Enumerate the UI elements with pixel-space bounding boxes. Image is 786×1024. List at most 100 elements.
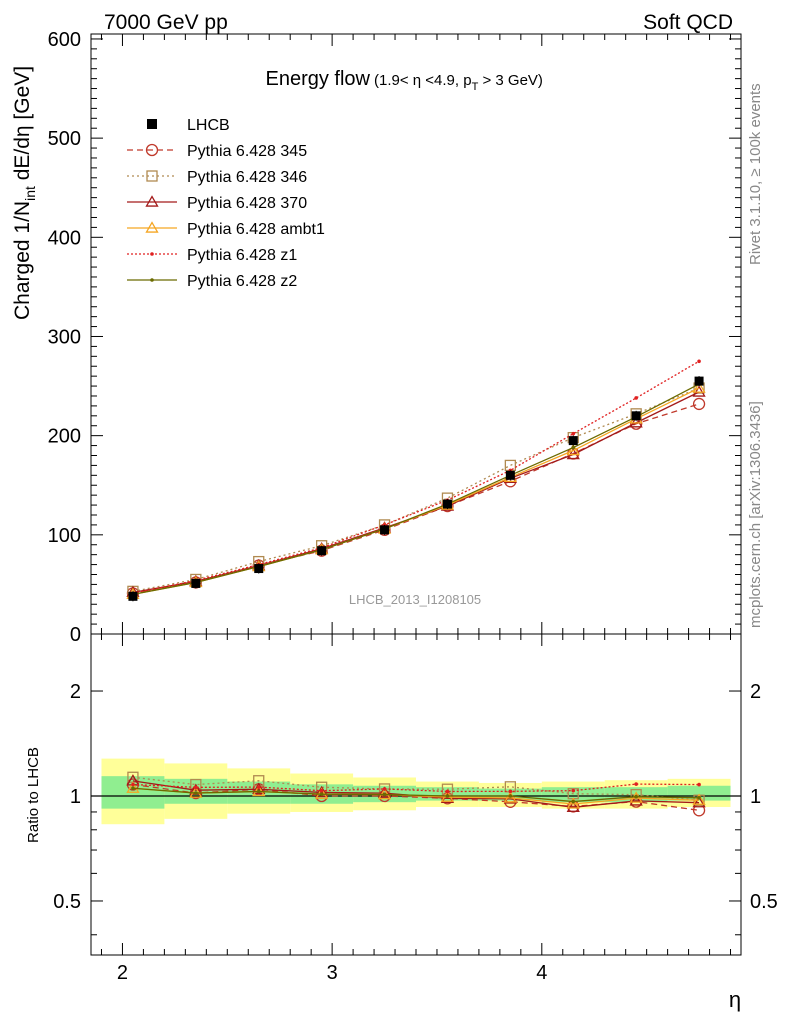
analysis-watermark: LHCB_2013_I1208105 xyxy=(349,592,481,607)
data-point xyxy=(442,499,452,509)
legend-label: Pythia 6.428 z2 xyxy=(187,273,297,290)
data-point xyxy=(254,564,264,574)
legend-label: Pythia 6.428 370 xyxy=(187,195,307,212)
ratio-series-4-point xyxy=(131,782,135,787)
ratio-series-3-point xyxy=(566,797,580,809)
ratio-series-4-point xyxy=(697,782,701,787)
ratio-series-4-point xyxy=(634,782,638,786)
series-line-3 xyxy=(132,387,700,595)
axis-ticks xyxy=(91,34,741,955)
legend-label: Pythia 6.428 346 xyxy=(187,169,307,186)
legend-marker xyxy=(145,221,159,233)
y-tick-label: 0 xyxy=(70,624,81,646)
ratio-series-5-point xyxy=(256,789,261,794)
ratio-y-tick-label-left: 0.5 xyxy=(53,891,81,913)
ratio-series-4-point xyxy=(508,789,513,794)
y-tick-label: 500 xyxy=(48,128,81,150)
legend-marker xyxy=(150,278,154,282)
ratio-series-2-point xyxy=(315,785,329,798)
legend-label: Pythia 6.428 345 xyxy=(187,143,307,160)
series-3-point xyxy=(692,381,706,393)
y-tick-label: 100 xyxy=(48,525,81,547)
ratio-series-4-point xyxy=(319,788,324,793)
series-2-point xyxy=(692,385,706,397)
legend-marker xyxy=(147,119,157,129)
series-line-4 xyxy=(132,360,700,594)
ratio-series-4-point xyxy=(571,788,576,793)
ratio-y-tick-label-right: 0.5 xyxy=(750,891,778,913)
ratio-series-2-point xyxy=(692,795,706,808)
ratio-series-5-point xyxy=(571,799,576,804)
chart-title: Energy flow xyxy=(266,68,371,90)
y-tick-label: 300 xyxy=(48,326,81,348)
ratio-series-4-point xyxy=(445,789,450,794)
ratio-series-2-point xyxy=(252,782,266,794)
ratio-series-4-point xyxy=(382,787,387,791)
ratio-series-5-point xyxy=(508,794,513,798)
series-4-point xyxy=(634,396,638,400)
ratio-series-line-4 xyxy=(132,783,700,793)
ratio-series-5-point xyxy=(194,791,198,795)
x-axis-label: η xyxy=(729,987,741,1012)
header-right-label: Soft QCD xyxy=(643,11,733,34)
chart-title-detail: (1.9< η <4.9, pT > 3 GeV) xyxy=(374,72,543,93)
legend-marker xyxy=(146,170,158,182)
ratio-panel-curves xyxy=(126,771,706,817)
series-line-5 xyxy=(132,383,700,595)
mcplots-label: mcplots.cern.ch [arXiv:1306.3436] xyxy=(747,401,764,628)
data-point xyxy=(568,436,578,446)
series-line-1 xyxy=(132,387,700,592)
series-2-point xyxy=(629,416,643,428)
ratio-y-tick-label-left: 2 xyxy=(70,681,81,703)
legend: LHCB Pythia 6.428 345 Pythia 6.428 346 Pyth… xyxy=(127,117,325,290)
y-tick-label: 400 xyxy=(48,227,81,249)
ratio-series-2-point xyxy=(377,786,392,798)
ratio-series-3-point xyxy=(692,793,706,805)
ratio-series-3-point xyxy=(377,787,392,800)
data-point xyxy=(128,591,138,601)
data-point xyxy=(317,546,327,556)
ratio-series-4-point xyxy=(256,785,261,789)
ratio-y-tick-label-left: 1 xyxy=(70,786,81,808)
legend-marker xyxy=(150,252,154,256)
x-tick-label: 2 xyxy=(117,962,128,984)
legend-label: Pythia 6.428 ambt1 xyxy=(187,221,325,238)
ratio-series-5-point xyxy=(131,786,135,791)
y-tick-label: 600 xyxy=(48,29,81,51)
data-point xyxy=(631,411,641,421)
x-tick-label: 3 xyxy=(327,962,338,984)
y-tick-label: 200 xyxy=(48,426,81,448)
ratio-series-5-point xyxy=(382,792,387,797)
ratio-y-tick-label-right: 2 xyxy=(750,681,761,703)
ratio-series-1-point xyxy=(630,788,642,801)
series-0-point xyxy=(692,397,706,411)
series-3-point xyxy=(566,443,580,456)
legend-marker xyxy=(145,195,159,207)
header-left-label: 7000 GeV pp xyxy=(104,11,228,34)
axis-tick-labels: 0 100 200 300 400 500 600 2 3 4 0.5 0.5 1 1 2 2 xyxy=(48,29,778,984)
series-line-2 xyxy=(132,391,700,593)
series-2-point xyxy=(566,447,580,460)
ratio-y-tick-label-right: 1 xyxy=(750,786,761,808)
data-point xyxy=(191,578,201,588)
rivet-version-label: Rivet 3.1.10, ≥ 100k events xyxy=(747,83,764,265)
ratio-series-line-5 xyxy=(132,787,700,803)
ratio-series-2-point xyxy=(629,794,643,806)
ratio-series-3-point xyxy=(503,791,517,803)
legend-marker xyxy=(145,143,159,157)
ratio-series-5-point xyxy=(697,795,701,800)
ratio-series-3-point xyxy=(126,781,140,793)
x-tick-label: 4 xyxy=(536,962,547,984)
series-line-0 xyxy=(132,403,700,594)
ratio-series-2-point xyxy=(566,800,580,812)
legend-label: Pythia 6.428 z1 xyxy=(187,247,297,264)
y-axis-label: Charged 1/Nint dE/dη [GeV] xyxy=(11,66,38,320)
legend-label: LHCB xyxy=(187,117,230,134)
data-point xyxy=(380,525,390,535)
series-5-point xyxy=(571,445,576,450)
data-point xyxy=(505,470,515,480)
ratio-series-5-point xyxy=(634,794,638,799)
ratio-y-axis-label: Ratio to LHCB xyxy=(25,747,42,843)
series-4-point xyxy=(697,359,701,364)
